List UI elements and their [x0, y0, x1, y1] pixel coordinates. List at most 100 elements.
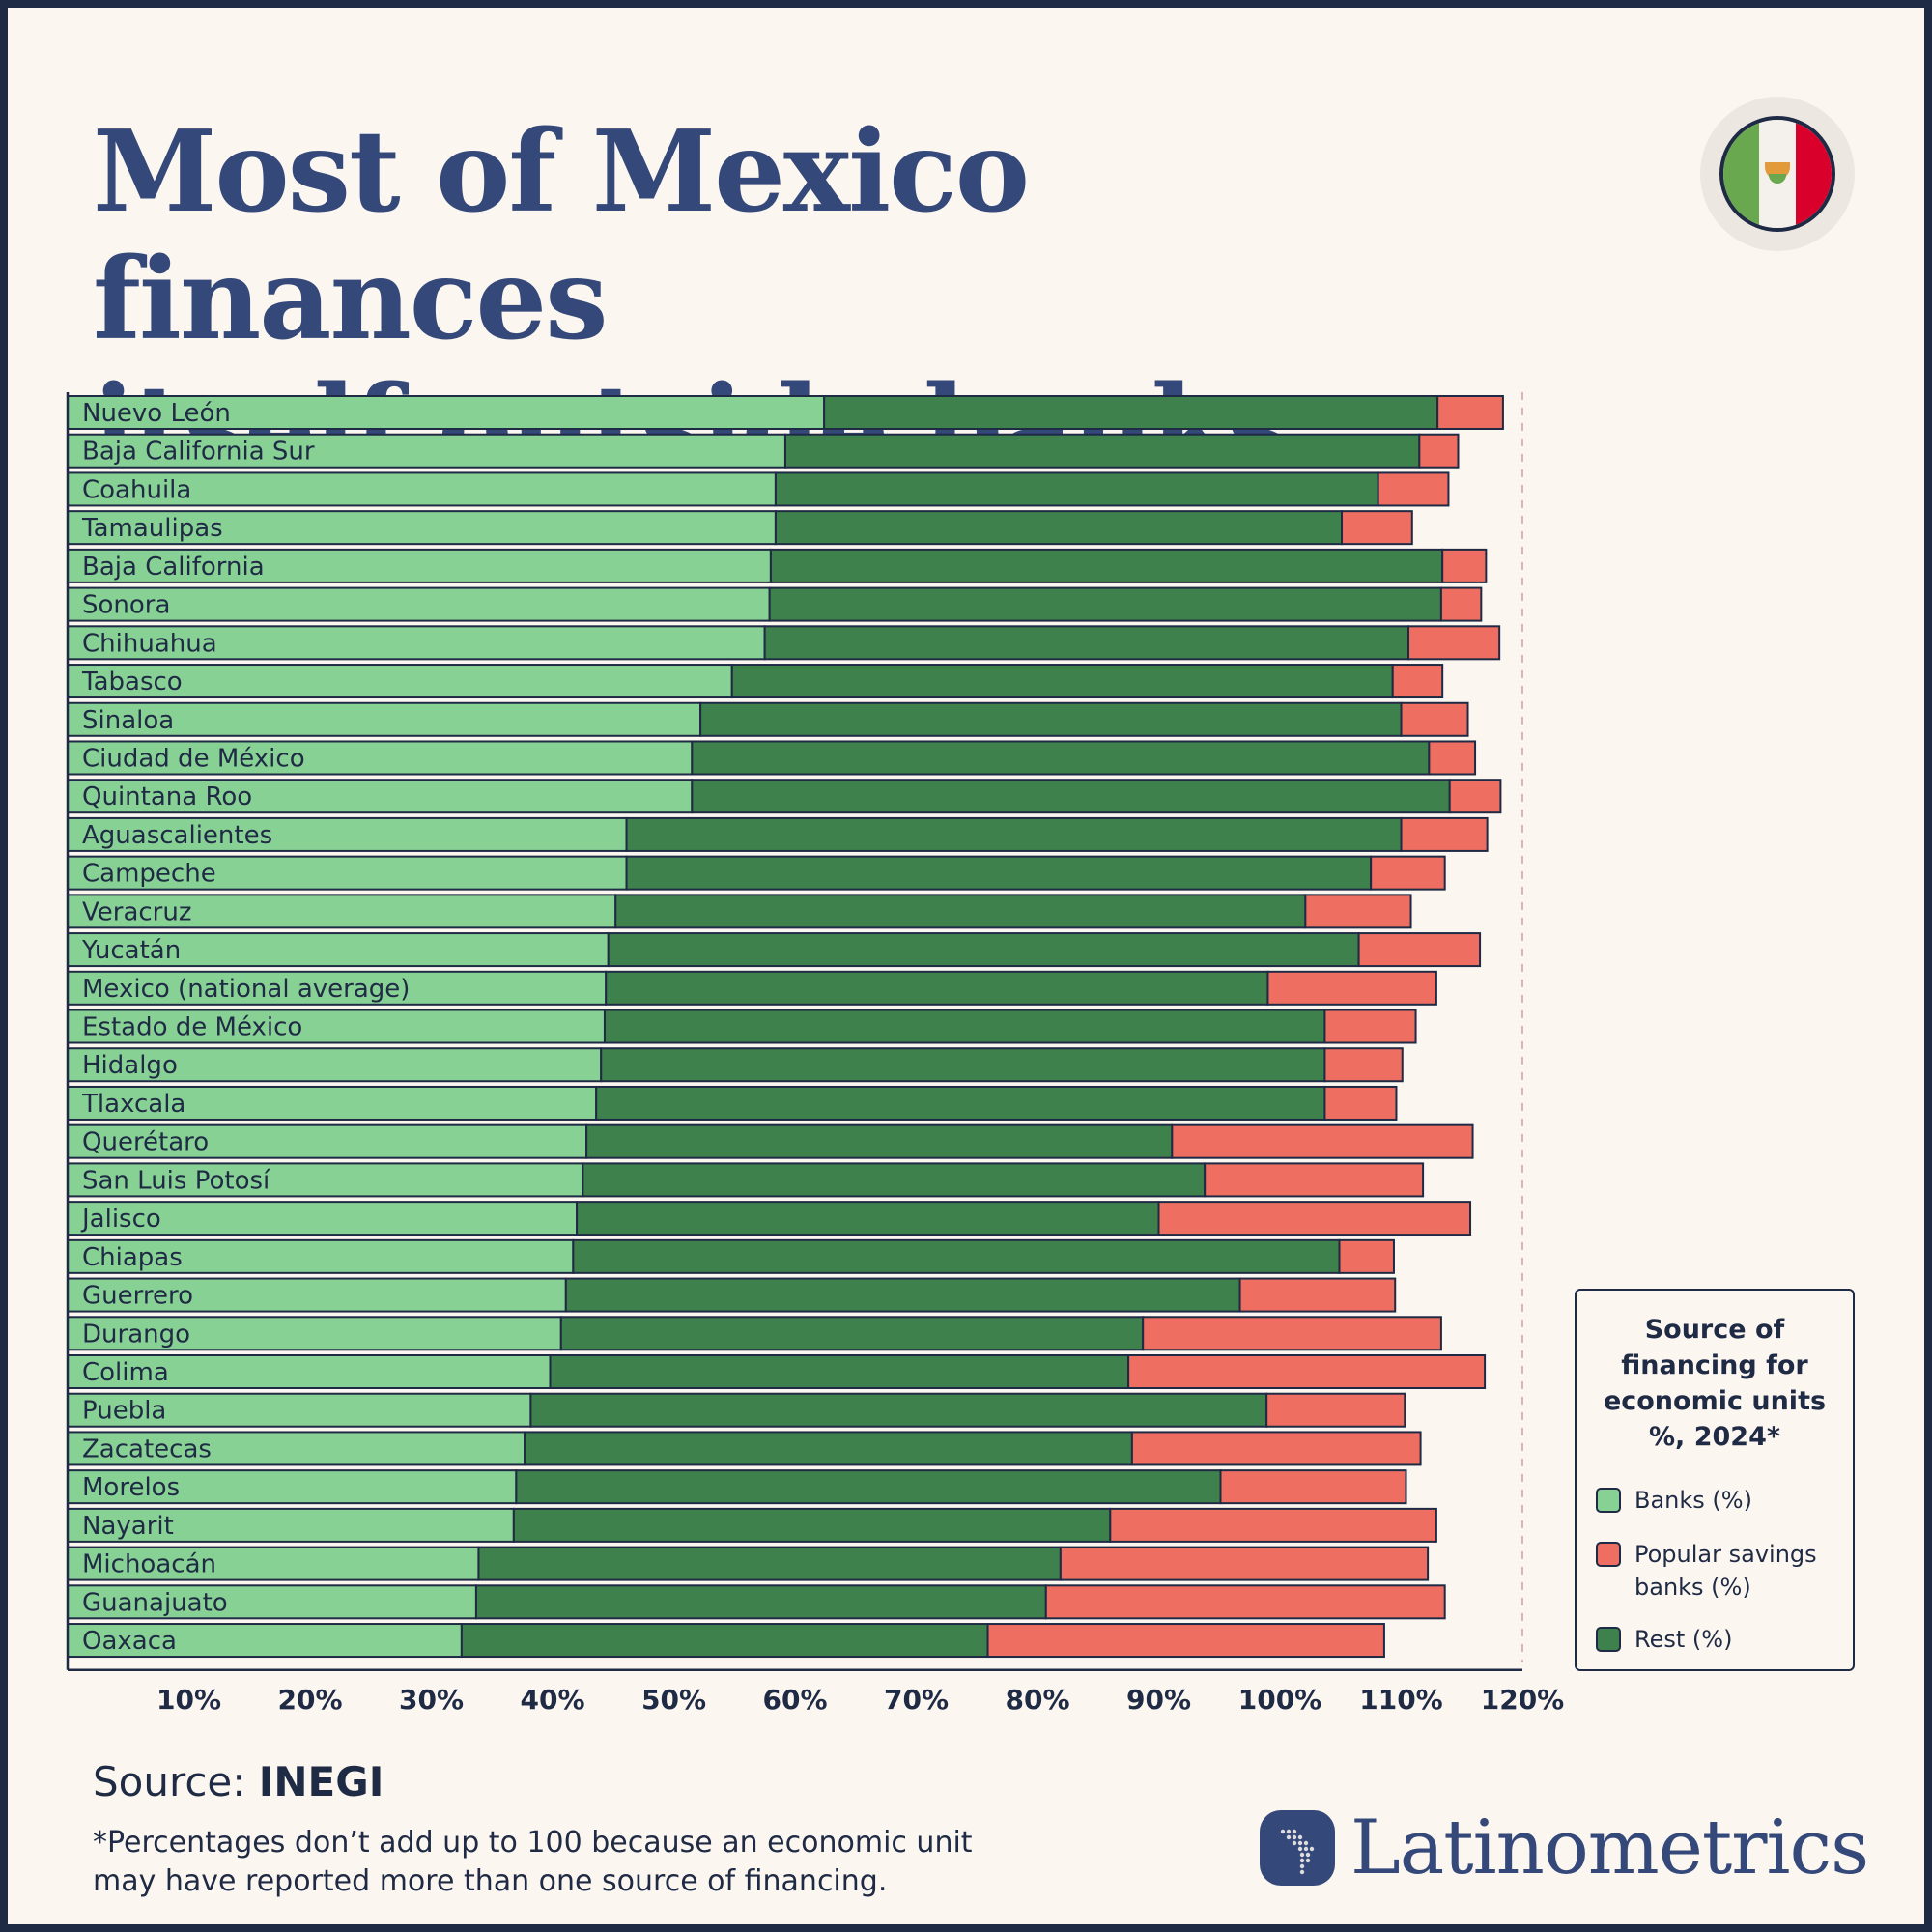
category-label: Baja California Sur	[82, 438, 315, 467]
bar-segment-rest	[691, 740, 1431, 776]
x-tick-label: 10%	[156, 1684, 221, 1716]
bar-segment-rest	[614, 894, 1307, 929]
bar-segment-popular-savings	[1323, 1009, 1417, 1044]
legend-label-rest: Rest (%)	[1634, 1626, 1733, 1653]
legend-title: Source of financing for economic units %…	[1603, 1315, 1827, 1452]
source-line: Source: INEGI	[93, 1758, 384, 1805]
bar-segment-popular-savings	[1391, 664, 1444, 699]
bar-segment-banks	[67, 932, 610, 968]
bar-segment-popular-savings	[1323, 1047, 1404, 1083]
bar-segment-popular-savings	[1370, 855, 1446, 891]
mexico-flag-icon	[1700, 97, 1855, 251]
bar-segment-rest	[730, 664, 1394, 699]
bar-segment-banks	[67, 395, 826, 430]
category-label: Morelos	[82, 1473, 180, 1502]
footnote: *Percentages don’t add up to 100 because…	[93, 1826, 973, 1898]
legend-item-rest: Rest (%)	[1596, 1623, 1828, 1656]
bar-segment-rest	[607, 932, 1360, 968]
bar-segment-rest	[515, 1469, 1222, 1505]
category-label: Zacatecas	[82, 1435, 212, 1463]
x-tick-label: 20%	[277, 1684, 342, 1716]
x-tick-label: 110%	[1359, 1684, 1443, 1716]
bar-segment-banks	[67, 1546, 480, 1581]
bar-segment-rest	[529, 1392, 1268, 1428]
bar-segment-banks	[67, 1085, 598, 1121]
bar-segment-popular-savings	[1441, 548, 1488, 583]
bar-segment-popular-savings	[1400, 701, 1469, 737]
bar-segment-popular-savings	[1377, 471, 1450, 507]
category-label: Michoacán	[82, 1550, 216, 1579]
x-tick-label: 40%	[520, 1684, 584, 1716]
bar-segment-popular-savings	[986, 1623, 1385, 1659]
stacked-bar-chart: Nuevo León Baja California Sur Coahuila Tam…	[66, 392, 1565, 1716]
category-label: Chiapas	[82, 1243, 183, 1272]
category-label: Aguascalientes	[82, 821, 272, 850]
bar-segment-popular-savings	[1219, 1469, 1407, 1505]
category-label: Tlaxcala	[81, 1090, 185, 1119]
bar-segment-banks	[67, 586, 771, 622]
bar-segment-rest	[559, 1316, 1145, 1351]
category-label: Ciudad de México	[82, 744, 305, 773]
bar-segment-rest	[576, 1201, 1160, 1236]
bar-segment-popular-savings	[1130, 1431, 1422, 1466]
bar-segment-popular-savings	[1109, 1507, 1437, 1543]
bar-segment-banks	[67, 1238, 575, 1274]
legend: Source of financing for economic units %…	[1575, 1289, 1855, 1671]
bar-segment-popular-savings	[1448, 779, 1502, 814]
category-label: Sonora	[82, 591, 170, 620]
source-name: INEGI	[258, 1758, 384, 1805]
category-label: Puebla	[82, 1397, 166, 1426]
bar-segment-rest	[768, 586, 1442, 622]
x-tick-label: 120%	[1481, 1684, 1565, 1716]
x-tick-label: 30%	[399, 1684, 464, 1716]
category-label: Jalisco	[80, 1205, 161, 1234]
legend-label-banks: Banks (%)	[1634, 1487, 1752, 1514]
bar-segment-popular-savings	[1265, 1392, 1406, 1428]
category-label: Tamaulipas	[81, 514, 223, 543]
category-label: Veracruz	[82, 897, 192, 926]
bar-segment-banks	[67, 625, 766, 661]
bar-segment-popular-savings	[1304, 894, 1412, 929]
category-label: Campeche	[82, 860, 216, 889]
category-label: Hidalgo	[82, 1051, 178, 1080]
bar-segment-popular-savings	[1341, 510, 1413, 546]
bar-segment-rest	[605, 970, 1269, 1006]
brand-name: Latinometrics	[1350, 1804, 1869, 1891]
legend-swatch-popular-savings	[1596, 1542, 1621, 1567]
title-line-1: Most of Mexico finances	[93, 106, 1030, 365]
latinometrics-logo-icon	[1260, 1810, 1335, 1886]
bar-segment-popular-savings	[1266, 970, 1437, 1006]
bar-segment-rest	[625, 816, 1403, 852]
bar-segment-rest	[474, 1584, 1047, 1620]
bar-segment-rest	[783, 433, 1421, 469]
category-label: Baja California	[82, 553, 265, 582]
bar-segment-banks	[67, 779, 694, 814]
category-label: Quintana Roo	[82, 782, 252, 811]
bar-segment-banks	[67, 433, 786, 469]
bar-segment-popular-savings	[1436, 395, 1504, 430]
category-label: Tabasco	[81, 668, 183, 696]
category-label: San Luis Potosí	[82, 1166, 270, 1195]
legend-swatch-banks	[1596, 1488, 1621, 1513]
bar-segment-popular-savings	[1059, 1546, 1430, 1581]
category-label: Estado de México	[82, 1013, 302, 1042]
bar-segment-banks	[67, 1354, 552, 1389]
bar-segment-rest	[774, 510, 1344, 546]
x-tick-label: 70%	[884, 1684, 949, 1716]
bar-segment-rest	[769, 548, 1444, 583]
bar-segment-popular-savings	[1400, 816, 1489, 852]
bar-segment-banks	[67, 510, 777, 546]
category-label: Nuevo León	[82, 399, 231, 428]
source-prefix: Source:	[93, 1758, 259, 1805]
bar-segment-popular-savings	[1357, 932, 1482, 968]
bar-segment-rest	[625, 855, 1373, 891]
bar-segment-rest	[774, 471, 1379, 507]
bar-segment-popular-savings	[1142, 1316, 1442, 1351]
bar-segment-popular-savings	[1044, 1584, 1446, 1620]
bar-segment-banks	[67, 1507, 515, 1543]
x-tick-label: 90%	[1126, 1684, 1191, 1716]
category-label: Durango	[82, 1320, 190, 1349]
bar-segment-rest	[460, 1623, 989, 1659]
bar-segment-banks	[67, 1162, 584, 1198]
bar-segment-rest	[524, 1431, 1133, 1466]
